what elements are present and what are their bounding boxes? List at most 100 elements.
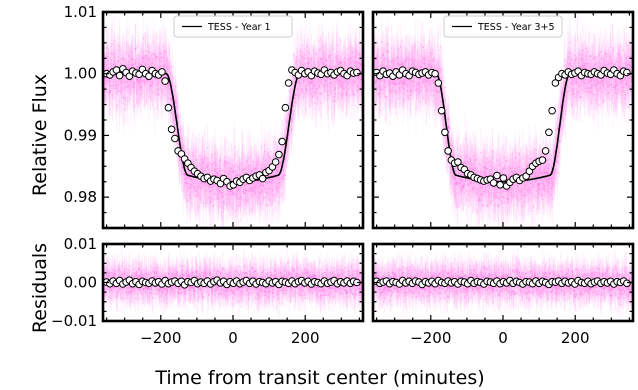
data-point	[123, 108, 126, 110]
data-point	[139, 63, 142, 66]
data-point	[182, 173, 185, 176]
data-point	[215, 174, 218, 176]
data-point	[226, 198, 229, 200]
data-point	[238, 188, 241, 191]
data-point	[189, 194, 192, 197]
data-point	[316, 76, 319, 79]
data-point	[333, 86, 336, 89]
data-point	[123, 97, 125, 100]
data-point	[252, 182, 255, 185]
data-point	[142, 37, 145, 40]
data-point	[276, 187, 278, 189]
data-point	[152, 91, 155, 94]
data-point	[249, 155, 252, 158]
data-point	[207, 187, 210, 190]
data-point	[300, 88, 303, 91]
binned-point	[353, 68, 361, 77]
data-point	[244, 172, 246, 174]
data-point	[185, 176, 188, 179]
data-point	[356, 77, 359, 79]
data-point	[357, 86, 360, 88]
data-point	[306, 92, 309, 95]
data-point	[356, 67, 358, 70]
data-point	[185, 177, 188, 180]
data-point	[357, 67, 360, 70]
data-point	[312, 85, 315, 87]
data-point	[343, 60, 345, 63]
data-point	[127, 66, 130, 69]
data-point	[106, 56, 109, 58]
data-point	[222, 201, 225, 203]
data-point	[142, 80, 145, 82]
data-point	[233, 210, 236, 213]
data-point	[160, 89, 163, 92]
data-point	[258, 186, 261, 189]
data-point	[189, 177, 191, 180]
data-point	[316, 103, 318, 105]
data-point	[112, 43, 114, 45]
data-point	[171, 65, 173, 68]
data-point	[284, 135, 287, 137]
data-point	[301, 64, 303, 66]
data-point	[202, 167, 205, 169]
data-point	[154, 54, 156, 57]
data-point	[325, 59, 327, 62]
data-point	[170, 111, 173, 114]
data-point	[213, 161, 216, 164]
data-point	[168, 87, 171, 90]
data-point	[305, 89, 308, 91]
data-point	[263, 167, 266, 169]
data-point	[211, 164, 214, 166]
data-point	[180, 137, 183, 140]
data-point	[306, 62, 309, 65]
data-point	[332, 83, 335, 85]
data-point	[344, 62, 346, 65]
data-point	[308, 90, 310, 92]
data-point	[188, 176, 190, 179]
data-point	[314, 83, 317, 85]
data-point	[249, 190, 251, 193]
data-point	[239, 186, 242, 189]
data-point	[251, 172, 253, 175]
data-point	[117, 84, 120, 86]
data-point	[331, 98, 334, 100]
data-point	[342, 81, 345, 84]
data-point	[297, 89, 300, 91]
binned-point	[258, 174, 267, 183]
data-point	[221, 169, 224, 172]
data-point	[218, 189, 221, 192]
data-point	[317, 79, 320, 82]
data-point	[319, 60, 322, 63]
data-point	[110, 78, 113, 81]
data-point	[336, 78, 338, 81]
data-point	[417, 41, 419, 44]
data-point	[310, 81, 313, 84]
data-point	[180, 167, 183, 170]
data-point	[374, 81, 377, 84]
data-point	[147, 58, 150, 60]
data-point	[132, 83, 135, 86]
data-point	[319, 57, 321, 60]
data-point	[298, 85, 301, 87]
data-point	[214, 168, 217, 170]
data-point	[350, 58, 352, 60]
data-point	[197, 182, 200, 185]
data-point	[273, 188, 276, 191]
data-point	[159, 59, 161, 62]
data-point	[234, 193, 237, 196]
data-point	[319, 92, 322, 94]
data-point	[114, 64, 117, 66]
data-point	[340, 81, 342, 84]
data-point	[248, 157, 251, 160]
data-point	[264, 196, 267, 199]
data-point	[341, 85, 343, 87]
data-point	[257, 182, 259, 184]
data-point	[251, 184, 254, 187]
data-point	[328, 85, 331, 88]
data-point	[144, 56, 147, 59]
data-point	[175, 102, 178, 104]
data-point	[270, 178, 273, 181]
data-point	[220, 159, 222, 162]
data-point	[278, 185, 281, 188]
data-point	[335, 81, 337, 84]
